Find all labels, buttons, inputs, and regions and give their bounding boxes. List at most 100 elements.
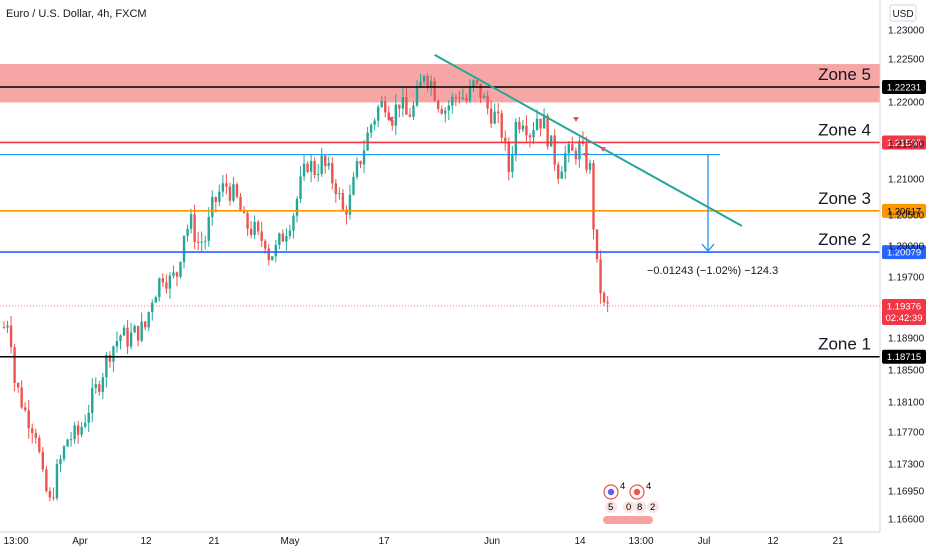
candle-body	[59, 459, 62, 465]
candle-body	[405, 97, 408, 115]
candle-body	[186, 228, 189, 236]
event-icon-core	[633, 488, 641, 496]
candle-body	[436, 100, 440, 110]
candle-body	[359, 160, 362, 165]
candle-body	[419, 81, 422, 87]
candle-body	[461, 97, 465, 99]
candle-body	[352, 176, 355, 195]
x-tick-label: Jul	[698, 536, 711, 547]
x-tick-label: May	[281, 536, 300, 547]
x-tick-label: 12	[140, 536, 152, 547]
candle-body	[309, 160, 313, 172]
candle-body	[151, 302, 154, 313]
signal-marker	[600, 147, 606, 152]
candle-body	[126, 327, 129, 347]
candle-body	[91, 388, 94, 414]
candle-body	[518, 121, 521, 130]
candle-body	[52, 497, 55, 499]
candle-body	[366, 132, 369, 151]
event-badge[interactable]	[623, 501, 635, 513]
candle-body	[144, 321, 147, 328]
event-badge[interactable]	[647, 501, 659, 513]
measure-arrow-head	[701, 243, 715, 253]
y-tick-label: 1.16950	[888, 487, 925, 498]
candle-body	[242, 211, 246, 214]
candle-body	[535, 118, 539, 130]
candle-body	[369, 124, 373, 133]
candle-body	[9, 325, 13, 348]
candle-body	[412, 105, 415, 117]
candle-body	[376, 106, 380, 121]
candle-body	[316, 173, 320, 176]
y-tick-label: 1.23000	[888, 26, 925, 37]
candle-body	[295, 198, 299, 216]
candle-body	[55, 464, 59, 498]
candle-body	[553, 135, 556, 165]
candle-body	[20, 387, 23, 408]
candle-body	[105, 354, 108, 378]
candle-body	[6, 325, 9, 328]
zone-label: Zone 2	[818, 230, 871, 249]
candle-body	[345, 209, 348, 215]
signal-marker	[388, 117, 394, 122]
candle-body	[94, 384, 97, 389]
candle-body	[451, 96, 454, 106]
candle-body	[539, 118, 542, 129]
candle-body	[468, 86, 472, 101]
candle-body	[27, 410, 30, 429]
candle-body	[528, 135, 532, 138]
price-tag-label: 1.22231	[887, 82, 921, 93]
candle-body	[313, 160, 316, 176]
candle-body	[387, 112, 390, 120]
event-badge[interactable]	[605, 501, 617, 513]
candle-body	[426, 76, 429, 87]
candle-body	[504, 137, 507, 142]
candle-body	[69, 439, 73, 441]
candle-body	[560, 171, 563, 179]
candle-body	[281, 233, 285, 242]
y-tick-label: 1.21500	[888, 140, 925, 151]
candle-body	[13, 347, 16, 383]
event-count: 4	[620, 481, 625, 492]
y-tick-label: 1.22500	[888, 55, 925, 66]
candle-body	[415, 86, 419, 106]
candle-body	[507, 141, 510, 172]
candle-body	[489, 108, 493, 124]
zone-label: Zone 5	[818, 65, 871, 84]
candle-body	[136, 325, 140, 341]
candle-body	[458, 97, 461, 99]
candle-body	[112, 346, 115, 362]
candle-body	[602, 293, 606, 303]
currency-box[interactable]	[889, 4, 917, 22]
candle-body	[228, 186, 232, 201]
trendline[interactable]	[434, 53, 743, 227]
candle-body	[479, 83, 482, 99]
candle-body	[394, 104, 398, 126]
measure-label: −0.01243 (−1.02%) −124.3	[647, 265, 778, 277]
candle-body	[235, 184, 239, 197]
candle-body	[401, 97, 405, 109]
price-tag-label: 1.21508	[887, 138, 921, 149]
candle-body	[592, 163, 595, 230]
candle-body	[493, 111, 496, 124]
zone-label: Zone 4	[818, 120, 871, 139]
price-tag	[882, 79, 926, 94]
candle-body	[221, 183, 225, 192]
candle-body	[165, 282, 168, 289]
event-badge[interactable]	[634, 501, 646, 513]
candle-body	[331, 163, 334, 184]
candle-body	[211, 197, 214, 218]
candle-body	[48, 491, 52, 498]
candle-body	[147, 312, 150, 328]
candle-body	[98, 384, 101, 392]
candle-body	[119, 335, 122, 341]
candle-body	[249, 228, 253, 235]
x-tick-label: 13:00	[3, 536, 28, 547]
candle-body	[514, 121, 518, 155]
y-tick-label: 1.22000	[888, 98, 925, 109]
event-badge-label: 8	[637, 502, 642, 513]
price-tag	[882, 349, 926, 364]
candle-body	[274, 244, 278, 257]
event-badge-label: 2	[650, 502, 655, 513]
